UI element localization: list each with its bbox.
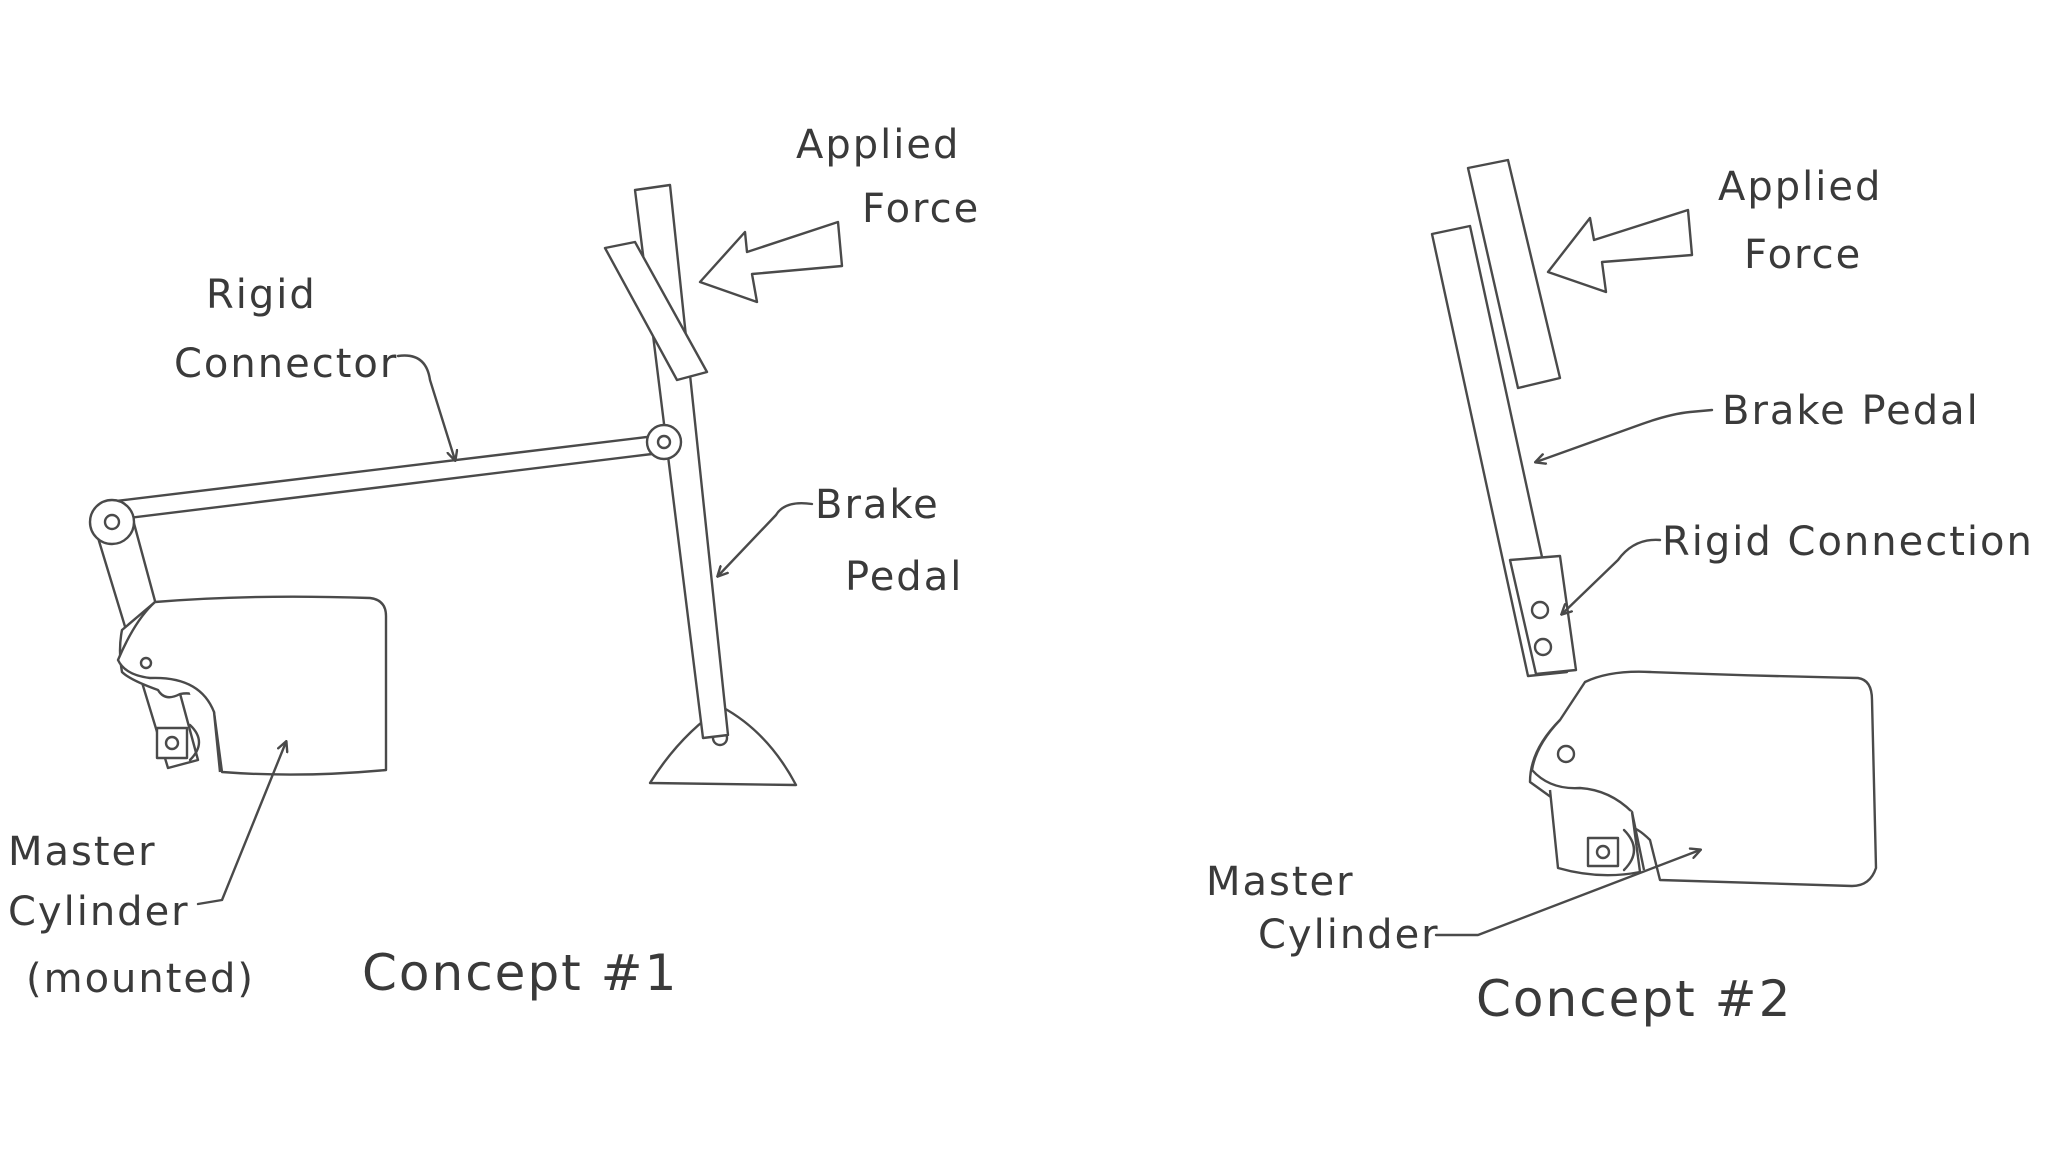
leader-master-cylinder (196, 742, 286, 906)
rigid-connection-bolt-lower (1533, 637, 1553, 657)
concept-1-diagram: Applied Force Rigid Connector Brake Peda… (8, 122, 980, 1002)
connector-pivot-pedal (645, 423, 683, 461)
applied-force-arrow (698, 220, 844, 304)
concept-2-caption: Concept #2 (1476, 970, 1792, 1028)
brake-pedal-label-c1-line2: Pedal (845, 554, 963, 600)
master-cylinder-label-c1-line2: Cylinder (8, 889, 190, 935)
rigid-connector-rod-bottom (110, 452, 654, 522)
master-cylinder-plunger-cup-c2 (1622, 828, 1636, 872)
connector-pivot-cylinder-pin (103, 513, 121, 531)
master-cylinder-plunger-c2 (1586, 836, 1620, 868)
applied-force-label-c2-line2: Force (1744, 232, 1862, 278)
master-cylinder-body (118, 595, 388, 776)
concept-2-diagram: Applied Force Brake Pedal Rigid Connecti… (1206, 158, 2034, 1028)
brake-pedal-footpad (603, 240, 709, 382)
master-cylinder-label-c2-line1: Master (1206, 859, 1355, 905)
master-cylinder-nose (116, 601, 222, 773)
leader-brake-pedal (718, 501, 814, 576)
leader-brake-pedal-c2 (1536, 408, 1714, 462)
master-cylinder-port-c2 (1556, 744, 1576, 764)
master-cylinder-plunger-pin-c2 (1595, 844, 1611, 860)
master-cylinder-label-c1-line1: Master (8, 829, 157, 875)
applied-force-label-c1-line2: Force (862, 186, 980, 232)
connector-pivot-cylinder (88, 498, 136, 546)
brake-pedal-front-bar-c2 (1466, 158, 1562, 390)
applied-force-label-c2-line1: Applied (1718, 164, 1882, 210)
master-cylinder-plunger-pin (164, 735, 180, 751)
concept-1-caption: Concept #1 (362, 944, 678, 1002)
rigid-connection-label: Rigid Connection (1662, 519, 2034, 565)
rigid-connection-bracket (1508, 554, 1578, 676)
master-cylinder-label-c1-line3: (mounted) (26, 956, 255, 1002)
rigid-connector-label-line2: Connector (174, 341, 398, 387)
rigid-connector-label-line1: Rigid (206, 272, 317, 318)
master-cylinder-plunger (155, 726, 189, 760)
leader-rigid-connection (1562, 538, 1662, 614)
connector-pivot-pedal-pin (656, 434, 672, 450)
brake-pedal-label-c1-line1: Brake (815, 482, 940, 528)
leader-master-cylinder-c2 (1434, 850, 1700, 937)
master-cylinder-port (139, 656, 153, 670)
applied-force-arrow-c2 (1546, 208, 1694, 294)
rigid-connection-bolt-upper (1530, 600, 1550, 620)
applied-force-label-c1-line1: Applied (796, 122, 960, 168)
master-cylinder-label-c2-line2: Cylinder (1258, 912, 1440, 958)
leader-rigid-connector (396, 354, 455, 461)
master-cylinder-plunger-cup (188, 723, 201, 762)
rigid-connector-rod-top (106, 434, 657, 504)
brake-pedal-label-c2: Brake Pedal (1722, 388, 1980, 434)
